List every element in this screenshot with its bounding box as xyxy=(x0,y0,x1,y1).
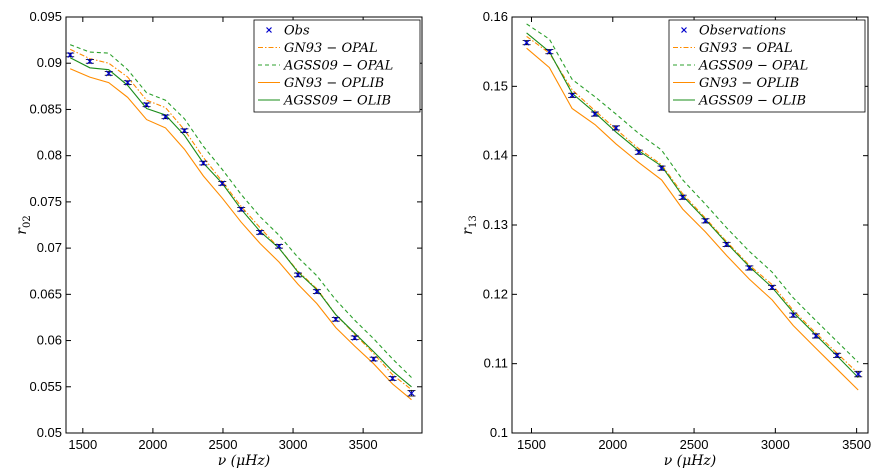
observation-point xyxy=(142,101,151,108)
chart-panel-2: 1500 2000 2500 3000 3500 0.1 0.11 0.12 0.13 0.14 0… xyxy=(460,9,871,469)
observation-point xyxy=(369,356,378,362)
y-tick-label: 0.1 xyxy=(490,425,508,440)
legend-entry: GN93 − OPAL xyxy=(673,41,793,56)
legend-label: AGSS09 − OLIB xyxy=(698,94,806,109)
y-tick-label: 0.095 xyxy=(29,9,62,24)
legend: Obs GN93 − OPAL AGSS09 − OPAL GN93 − OPLIB A… xyxy=(253,19,421,113)
observation-point xyxy=(678,194,687,201)
legend-label: AGSS09 − OLIB xyxy=(283,94,391,109)
legend-label: GN93 − OPLIB xyxy=(284,76,384,91)
observation-point xyxy=(85,58,94,65)
observation-point xyxy=(275,243,284,250)
y-tick-label: 0.14 xyxy=(483,148,508,163)
legend-entry: AGSS09 − OPAL xyxy=(258,59,393,74)
legend-label: Obs xyxy=(284,24,310,39)
observation-point xyxy=(768,284,777,291)
y-tick-label: 0.08 xyxy=(37,148,62,163)
observation-point xyxy=(789,312,798,319)
observation-point xyxy=(312,288,321,295)
series-line-gn93-opal xyxy=(69,48,412,391)
legend-label: GN93 − OPAL xyxy=(284,41,378,56)
observation-point xyxy=(854,370,863,378)
observation-point xyxy=(612,125,621,131)
observation-point xyxy=(161,113,170,120)
observation-point xyxy=(722,241,731,248)
observation-point xyxy=(745,265,754,271)
observation-point xyxy=(104,70,113,77)
series-line-gn93-opal xyxy=(526,35,859,374)
y-tick-label: 0.12 xyxy=(483,286,508,301)
legend: Observations GN93 − OPAL AGSS09 − OPAL GN93… xyxy=(668,19,866,113)
observation-point xyxy=(350,334,359,341)
y-tick-label: 0.09 xyxy=(37,55,62,70)
series-line-agss09-olib xyxy=(526,32,859,378)
observation-point xyxy=(180,127,189,134)
observation-point xyxy=(331,316,340,323)
y-tick-label: 0.11 xyxy=(484,356,508,371)
observation-point xyxy=(218,180,227,187)
observation-point xyxy=(811,333,820,339)
observation-point xyxy=(388,375,397,382)
legend-label: AGSS09 − OPAL xyxy=(698,59,808,74)
observation-point xyxy=(237,206,246,213)
y-tick-label: 0.16 xyxy=(483,9,508,24)
observation-point xyxy=(590,111,599,117)
observation-point xyxy=(657,165,666,172)
legend-entry: GN93 − OPLIB xyxy=(258,76,384,91)
observation-point xyxy=(522,39,531,46)
y-tick-label: 0.06 xyxy=(37,333,62,348)
x-tick-label: 3000 xyxy=(279,437,308,452)
x-tick-label: 1500 xyxy=(517,437,546,452)
y-tick-label: 0.075 xyxy=(29,194,62,209)
y-axis-label: r13 xyxy=(460,215,479,234)
y-tick-label: 0.05 xyxy=(37,425,62,440)
observation-point xyxy=(545,48,554,55)
series-line-agss09-opal xyxy=(526,23,859,363)
y-axis-label: r02 xyxy=(14,215,33,234)
y-tick-label: 0.13 xyxy=(483,217,508,232)
x-tick-label: 3500 xyxy=(349,437,378,452)
legend-entry: GN93 − OPAL xyxy=(258,41,378,56)
y-tick-label: 0.085 xyxy=(29,101,62,116)
observation-point xyxy=(701,217,710,224)
x-tick-label: 2500 xyxy=(209,437,238,452)
y-tick-label: 0.07 xyxy=(37,240,62,255)
legend-label: GN93 − OPLIB xyxy=(699,76,799,91)
legend-label: AGSS09 − OPAL xyxy=(283,59,393,74)
x-tick-label: 2000 xyxy=(598,437,627,452)
series-line-gn93-oplib xyxy=(69,68,412,401)
observation-point xyxy=(568,92,577,99)
observation-point xyxy=(123,79,132,86)
legend-label: GN93 − OPAL xyxy=(699,41,793,56)
observation-point xyxy=(833,352,842,359)
series-line-gn93-oplib xyxy=(526,47,859,391)
x-tick-label: 2500 xyxy=(680,437,709,452)
observation-point xyxy=(199,160,208,166)
legend-entry: AGSS09 − OLIB xyxy=(258,94,391,109)
observation-point xyxy=(66,51,75,58)
x-tick-label: 1500 xyxy=(68,437,97,452)
legend-entry: AGSS09 − OPAL xyxy=(673,59,808,74)
chart-panel-1: 1500 2000 2500 3000 3500 0.05 0.055 0.06 0.065 0.… xyxy=(14,9,423,469)
legend-entry: GN93 − OPLIB xyxy=(673,76,799,91)
observation-point xyxy=(634,149,643,156)
x-tick-label: 2000 xyxy=(138,437,167,452)
legend-entry: Obs xyxy=(266,24,310,39)
observation-point xyxy=(256,229,265,236)
legend-entry: Observations xyxy=(681,24,786,39)
observation-point xyxy=(293,271,302,278)
x-axis-label: ν (μHz) xyxy=(664,453,717,469)
x-tick-label: 3500 xyxy=(842,437,871,452)
y-tick-label: 0.055 xyxy=(29,379,62,394)
y-tick-label: 0.15 xyxy=(483,78,508,93)
x-axis-label: ν (μHz) xyxy=(218,453,271,469)
x-tick-label: 3000 xyxy=(761,437,790,452)
observation-point xyxy=(407,390,416,397)
legend-entry: AGSS09 − OLIB xyxy=(673,94,806,109)
legend-label: Observations xyxy=(699,24,786,39)
series-line-agss09-opal xyxy=(70,44,412,378)
y-tick-label: 0.065 xyxy=(29,286,62,301)
